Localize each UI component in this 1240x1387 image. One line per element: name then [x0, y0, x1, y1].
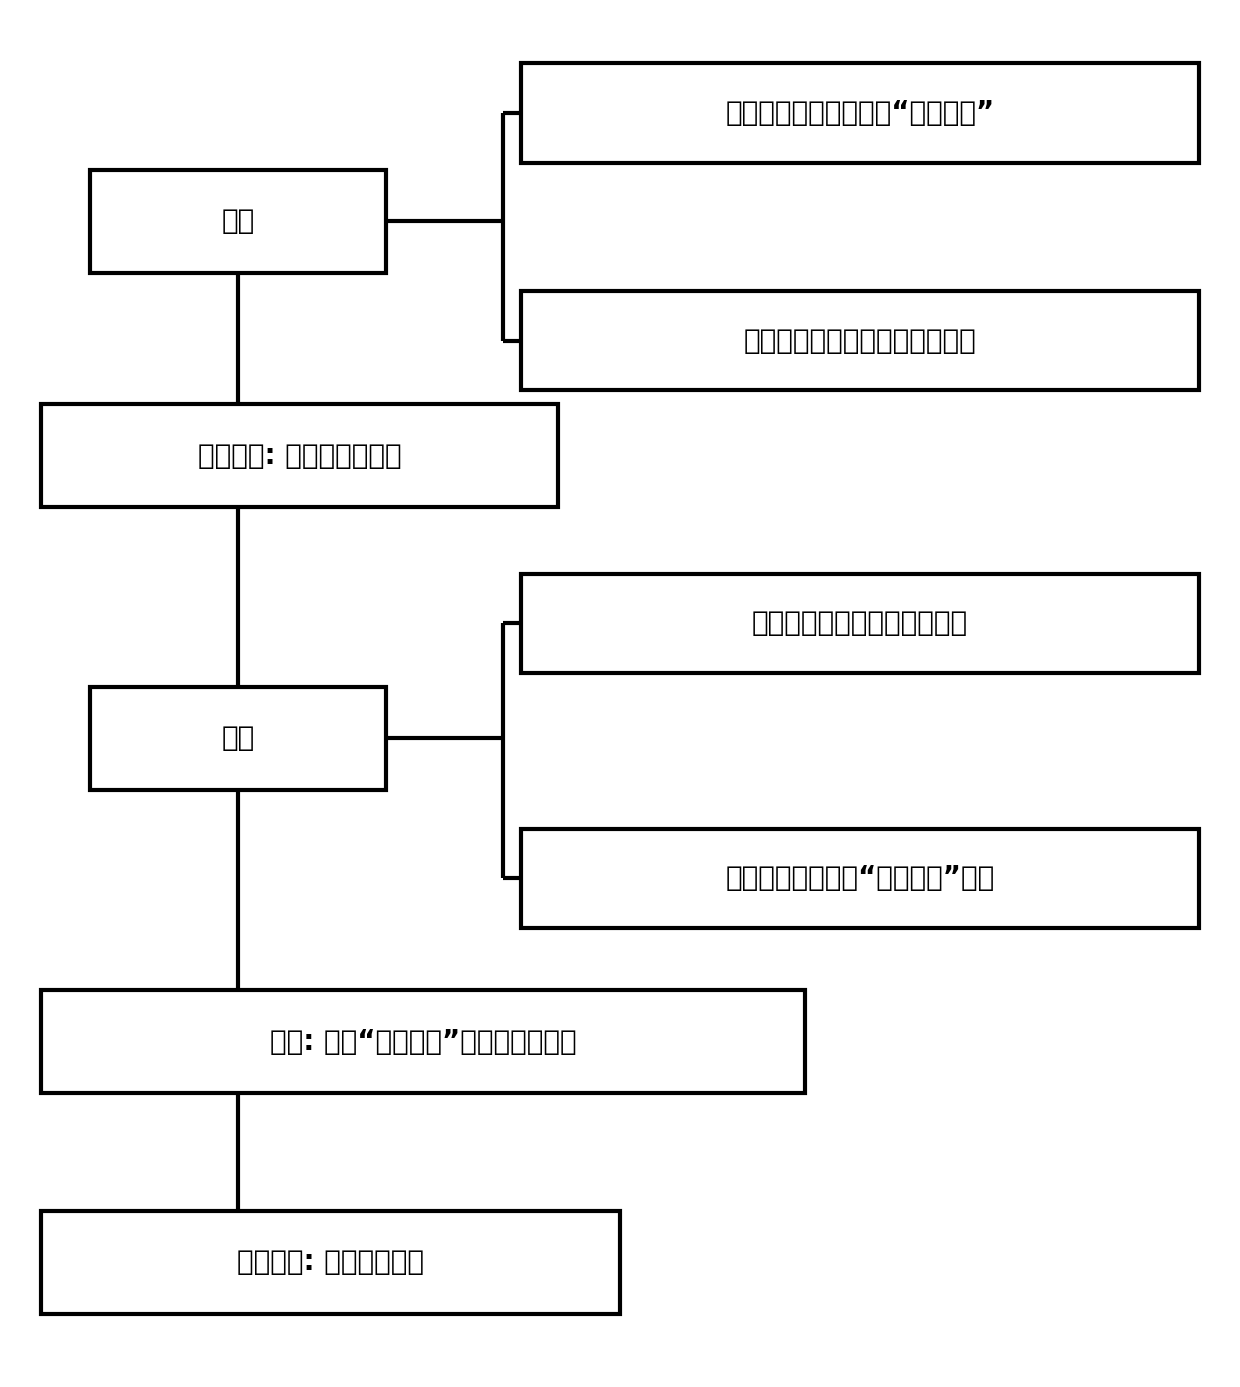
FancyBboxPatch shape [522, 828, 1199, 928]
FancyBboxPatch shape [41, 404, 558, 508]
Text: 录入: 录入 [222, 207, 254, 236]
FancyBboxPatch shape [91, 169, 386, 273]
FancyBboxPatch shape [522, 291, 1199, 390]
Text: 初步生成: 阳性体征数据库: 初步生成: 阳性体征数据库 [198, 441, 402, 470]
Text: 确认生成: 生成研究病历: 确认生成: 生成研究病历 [237, 1248, 424, 1276]
FancyBboxPatch shape [41, 990, 805, 1093]
Text: 修改: 确认“阴性数据”是否正确或修改: 修改: 确认“阴性数据”是否正确或修改 [269, 1028, 577, 1056]
FancyBboxPatch shape [522, 574, 1199, 673]
Text: 比对: 比对 [222, 724, 254, 752]
Text: 语音数据库自动识别，抓取数据: 语音数据库自动识别，抓取数据 [744, 326, 977, 355]
Text: 录入信息与模块信息自动比对: 录入信息与模块信息自动比对 [753, 609, 968, 637]
FancyBboxPatch shape [91, 687, 386, 791]
FancyBboxPatch shape [522, 64, 1199, 162]
Text: 语音录入阳性体征，即“问题体征”: 语音录入阳性体征，即“问题体征” [725, 98, 994, 128]
Text: 未输入信息默认为“阴性数据”表单: 未输入信息默认为“阴性数据”表单 [725, 864, 994, 892]
FancyBboxPatch shape [41, 1211, 620, 1313]
